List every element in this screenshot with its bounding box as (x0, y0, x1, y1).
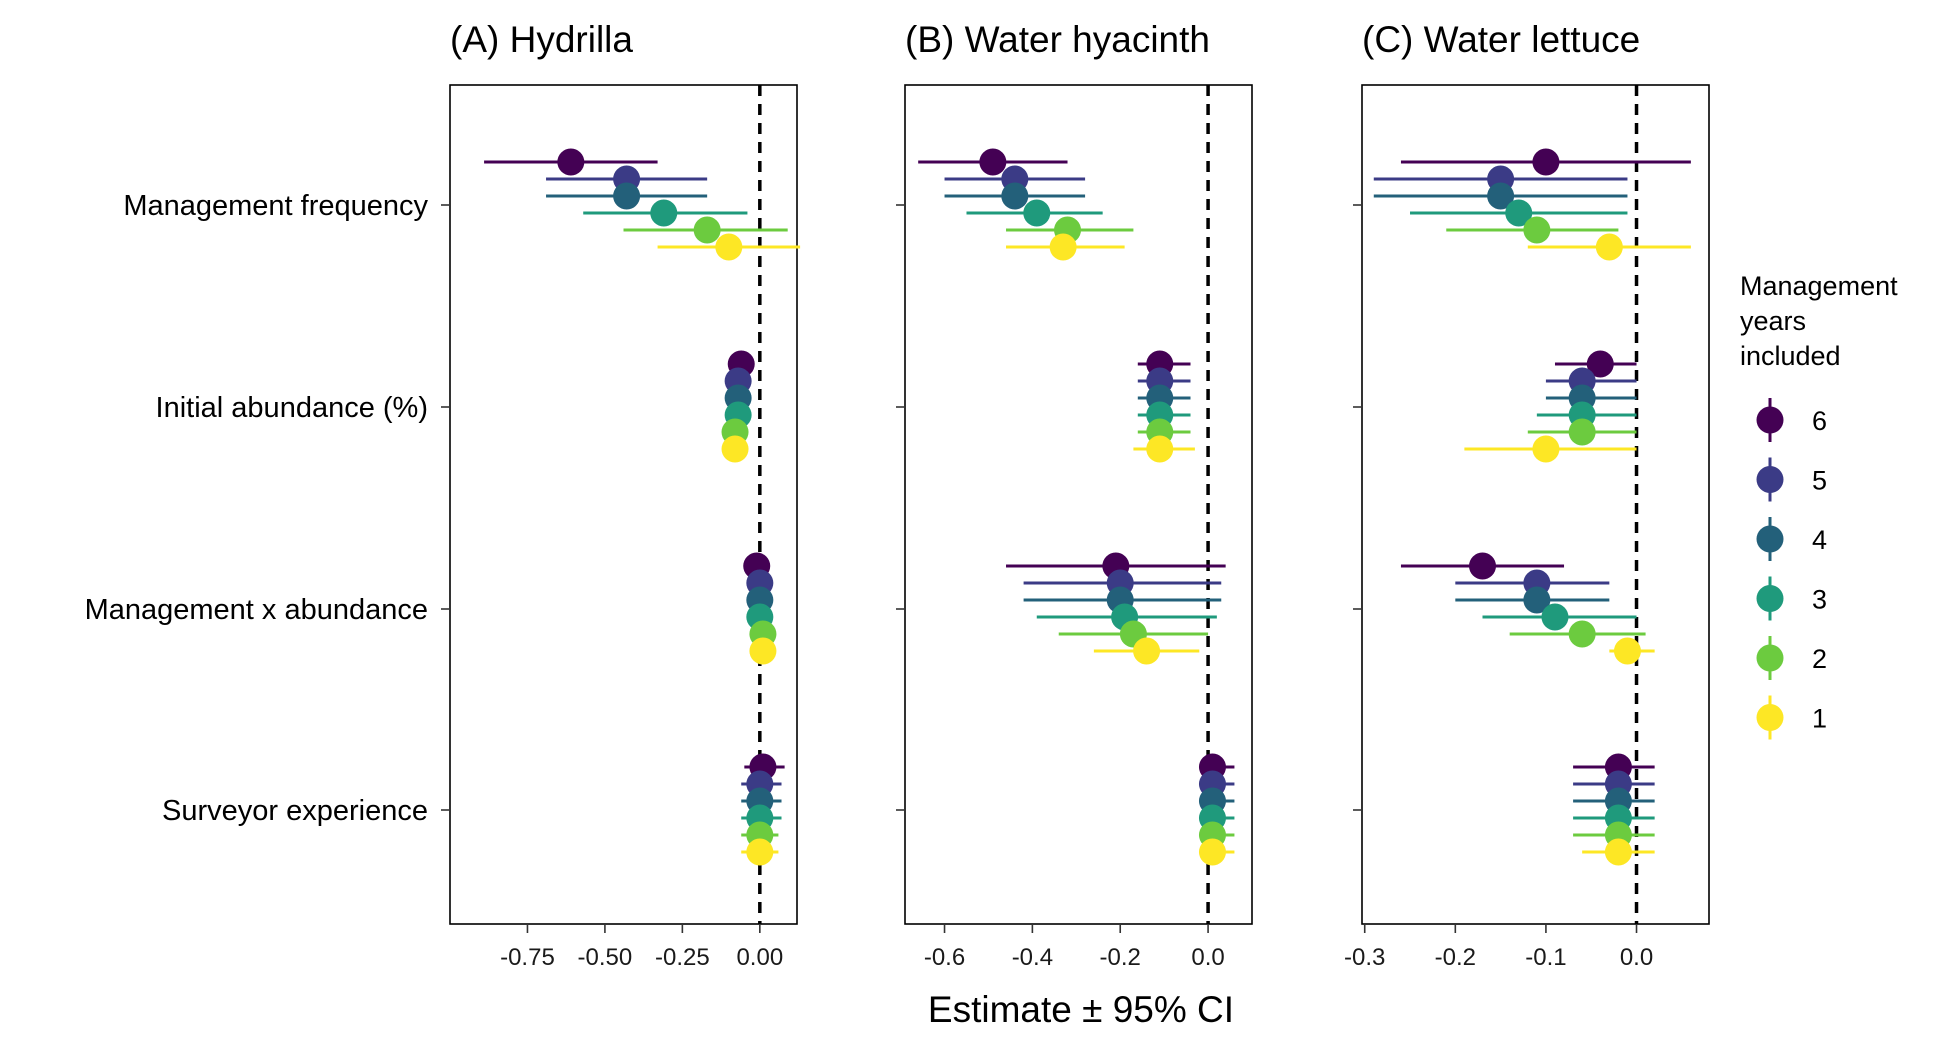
panel-3: (C) Water lettuce -0.3 -0.2 -0.1 0.0 (1344, 19, 1710, 971)
estimate-point (1613, 637, 1641, 665)
estimate-point (979, 148, 1007, 176)
panel-1: (A) Hydrilla -0.75 -0.50 -0.25 0.00 (441, 19, 801, 971)
estimate-point (1586, 350, 1614, 378)
estimate-point (1198, 838, 1226, 866)
x-tick-label: -0.25 (655, 944, 710, 971)
x-tick-label: -0.75 (500, 944, 555, 971)
x-tick-label: -0.2 (1435, 944, 1476, 971)
legend-item: 6 (1756, 398, 1827, 442)
legend-item: 3 (1756, 576, 1827, 621)
estimate-point (1505, 199, 1533, 227)
estimate-point (1532, 148, 1560, 176)
legend-item: 2 (1756, 636, 1827, 680)
estimate-point (557, 148, 585, 176)
legend-label: 6 (1812, 406, 1827, 436)
x-tick-label: -0.6 (924, 944, 965, 971)
legend-label: 1 (1812, 704, 1827, 734)
estimate-point (1049, 233, 1077, 261)
legend-label: 5 (1812, 466, 1827, 496)
legend-key-point (1756, 525, 1784, 553)
panel-border (449, 84, 798, 925)
estimate-point (1568, 620, 1596, 648)
x-axis-label: Estimate ± 95% CI (928, 989, 1234, 1030)
x-tick-label: -0.2 (1100, 944, 1141, 971)
x-tick-label: 0.00 (736, 944, 783, 971)
panel-border (904, 84, 1253, 925)
estimate-point (1532, 435, 1560, 463)
legend-item: 4 (1756, 517, 1827, 561)
covariate-label: Initial abundance (%) (156, 392, 428, 424)
legend-key-point (1756, 406, 1784, 434)
panel-2: (B) Water hyacinth -0.6 -0.4 -0.2 0.0 (896, 19, 1253, 971)
panel-title: (A) Hydrilla (450, 19, 633, 60)
legend-key-point (1756, 704, 1784, 731)
x-tick-label: 0.0 (1620, 944, 1653, 971)
legend-key-point (1756, 644, 1784, 672)
estimate-point (1487, 182, 1515, 210)
legend-key-point (1756, 466, 1784, 493)
estimate-point (1523, 216, 1551, 244)
legend-title: Management (1740, 271, 1898, 301)
estimate-point (1468, 552, 1496, 580)
estimate-point (1133, 637, 1161, 665)
estimate-point (721, 435, 749, 463)
panels: (A) Hydrilla -0.75 -0.50 -0.25 0.00 (B) Water… (441, 19, 1710, 971)
legend-key-point (1756, 585, 1784, 612)
x-tick-label: -0.4 (1012, 944, 1053, 971)
estimate-point (1523, 586, 1551, 614)
estimate-point (1541, 603, 1569, 631)
estimate-point (1568, 418, 1596, 446)
legend-label: 4 (1812, 525, 1827, 555)
estimate-point (1023, 199, 1051, 227)
estimate-point (1604, 838, 1632, 866)
legend-title: included (1740, 341, 1841, 371)
covariate-label: Management frequency (123, 190, 428, 222)
legend-label: 2 (1812, 644, 1827, 674)
legend-item: 1 (1756, 695, 1827, 740)
estimate-point (1001, 182, 1029, 210)
covariate-label: Surveyor experience (162, 795, 428, 827)
covariate-label: Management x abundance (85, 594, 428, 626)
estimate-point (746, 838, 774, 866)
x-tick-label: -0.1 (1525, 944, 1566, 971)
estimate-point (650, 199, 678, 227)
panel-border (1361, 84, 1710, 925)
legend: Management years included 6 5 4 3 2 1 (1740, 271, 1898, 740)
panel-title: (C) Water lettuce (1362, 19, 1640, 60)
estimate-point (749, 637, 777, 665)
estimate-point (1595, 233, 1623, 261)
estimate-point (613, 182, 641, 210)
x-tick-label: -0.50 (578, 944, 633, 971)
estimate-point (1146, 435, 1174, 463)
panel-title: (B) Water hyacinth (905, 19, 1210, 60)
legend-item: 5 (1756, 457, 1827, 502)
legend-title: years (1740, 306, 1806, 336)
covariate-labels: Management frequency Initial abundance (%… (85, 190, 429, 827)
estimate-point (693, 216, 721, 244)
legend-label: 3 (1812, 585, 1827, 615)
x-tick-label: -0.3 (1344, 944, 1385, 971)
estimate-point (715, 233, 743, 261)
x-tick-label: 0.0 (1191, 944, 1224, 971)
